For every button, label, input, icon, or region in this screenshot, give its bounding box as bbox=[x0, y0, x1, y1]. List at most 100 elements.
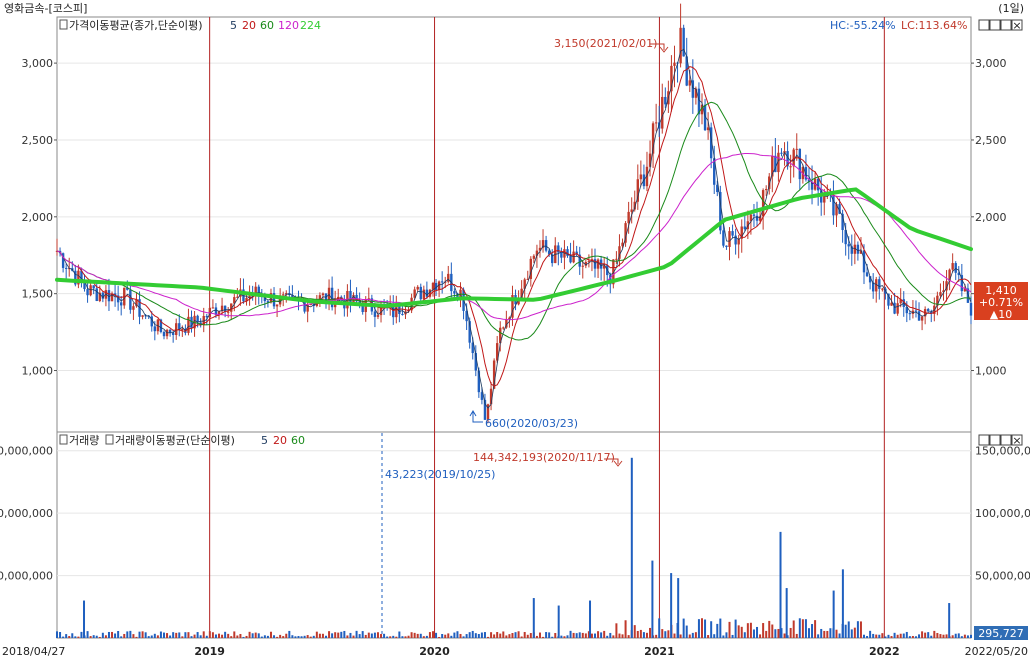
volume-bar bbox=[606, 635, 609, 638]
volume-bar bbox=[138, 631, 141, 638]
volume-bar bbox=[970, 634, 972, 638]
candle-body bbox=[508, 317, 511, 320]
volume-bar bbox=[269, 631, 272, 638]
volume-bar bbox=[752, 629, 755, 638]
candle-body bbox=[920, 316, 924, 321]
candle-body bbox=[223, 305, 227, 312]
candle-body bbox=[379, 305, 383, 316]
price-y-tick-right: 3,000 bbox=[975, 57, 1007, 70]
candle-body bbox=[700, 104, 704, 115]
volume-bar bbox=[847, 621, 850, 638]
candle-body bbox=[917, 311, 921, 321]
volume-bar bbox=[92, 635, 95, 638]
volume-bar bbox=[239, 633, 242, 638]
volume-bar bbox=[569, 630, 572, 638]
volume-bar bbox=[734, 619, 737, 638]
candle-body bbox=[101, 292, 105, 299]
candle-body bbox=[832, 194, 835, 216]
volume-bar bbox=[468, 632, 471, 638]
volume-bar bbox=[927, 632, 930, 638]
candle-body bbox=[774, 155, 777, 173]
candle-body bbox=[960, 275, 964, 292]
current-change: ▲10 bbox=[990, 308, 1012, 321]
volume-legend-checkbox-1[interactable] bbox=[59, 434, 68, 445]
volume-bar bbox=[297, 636, 300, 638]
candle-body bbox=[722, 230, 725, 246]
volume-bar bbox=[737, 625, 740, 638]
price-y-tick-left: 1,500 bbox=[22, 288, 54, 301]
volume-y-tick-right: 50,000,000 bbox=[975, 570, 1030, 583]
volume-bar bbox=[123, 633, 126, 638]
candle-body bbox=[954, 263, 957, 273]
volume-bar bbox=[370, 633, 373, 638]
candle-body bbox=[838, 204, 841, 214]
volume-bar bbox=[517, 631, 520, 638]
candle-body bbox=[233, 297, 236, 304]
volume-bar bbox=[756, 626, 759, 638]
candle-body bbox=[930, 311, 933, 314]
candle-body bbox=[853, 244, 857, 254]
candle-body bbox=[468, 321, 471, 343]
volume-panel-buttons[interactable]: × bbox=[978, 434, 1023, 447]
candle-body bbox=[178, 323, 181, 330]
candle-body bbox=[688, 80, 691, 86]
candle-body bbox=[413, 289, 416, 298]
volume-bar bbox=[716, 623, 719, 638]
volume-bar bbox=[178, 632, 181, 638]
volume-bar bbox=[395, 636, 398, 638]
volume-bar bbox=[627, 635, 630, 638]
volume-bar bbox=[373, 632, 376, 638]
candle-body bbox=[725, 245, 728, 247]
volume-bar bbox=[798, 618, 801, 638]
candle-body bbox=[615, 258, 618, 260]
volume-bar bbox=[783, 633, 786, 638]
candle-body bbox=[110, 293, 114, 302]
candle-body bbox=[899, 299, 902, 304]
volume-bar bbox=[890, 636, 893, 638]
candle-body bbox=[581, 265, 584, 267]
volume-bar bbox=[480, 632, 483, 638]
candle-body bbox=[795, 148, 798, 150]
candle-body bbox=[734, 235, 737, 245]
candle-body bbox=[535, 250, 539, 256]
candle-body bbox=[434, 282, 438, 291]
volume-bar bbox=[814, 620, 817, 638]
volume-spike-bar bbox=[670, 573, 673, 638]
candle-body bbox=[373, 311, 377, 317]
volume-legend-checkbox-2[interactable] bbox=[105, 434, 114, 445]
price-legend-checkbox[interactable] bbox=[59, 19, 68, 30]
volume-y-tick-right: 100,000,000 bbox=[975, 507, 1030, 520]
volume-bar bbox=[749, 622, 752, 638]
volume-label: 거래량 bbox=[69, 434, 99, 447]
volume-bar bbox=[419, 633, 422, 638]
volume-panel-close-icon[interactable]: × bbox=[1012, 434, 1021, 447]
price-y-tick-left: 1,000 bbox=[22, 365, 54, 378]
candle-body bbox=[245, 297, 248, 302]
volume-bar bbox=[288, 630, 291, 638]
volume-bar bbox=[343, 630, 346, 638]
price-panel-close-icon[interactable]: × bbox=[1012, 19, 1021, 32]
candle-body bbox=[743, 226, 746, 230]
volume-bars bbox=[56, 457, 972, 638]
candle-body bbox=[618, 246, 621, 259]
volume-bar bbox=[765, 630, 768, 638]
volume-bar bbox=[835, 629, 838, 638]
candle-body bbox=[875, 279, 878, 292]
volume-spike-bar bbox=[630, 457, 633, 638]
volume-peak-annotation: 144,342,193(2020/11/17) bbox=[473, 451, 615, 464]
volume-bar bbox=[624, 620, 627, 638]
candle-body bbox=[230, 303, 233, 312]
volume-bar bbox=[257, 633, 260, 638]
volume-bar bbox=[801, 619, 804, 638]
candle-body bbox=[86, 289, 89, 296]
candle-body bbox=[355, 294, 358, 302]
price-panel-buttons[interactable]: × bbox=[978, 19, 1023, 32]
candle-body bbox=[126, 287, 129, 290]
candle-body bbox=[966, 288, 970, 303]
volume-bar bbox=[856, 621, 859, 638]
volume-spike-bar bbox=[589, 600, 592, 638]
volume-bar bbox=[777, 628, 780, 638]
candle-body bbox=[532, 255, 536, 259]
volume-bar bbox=[346, 635, 349, 638]
candle-body bbox=[248, 295, 251, 298]
